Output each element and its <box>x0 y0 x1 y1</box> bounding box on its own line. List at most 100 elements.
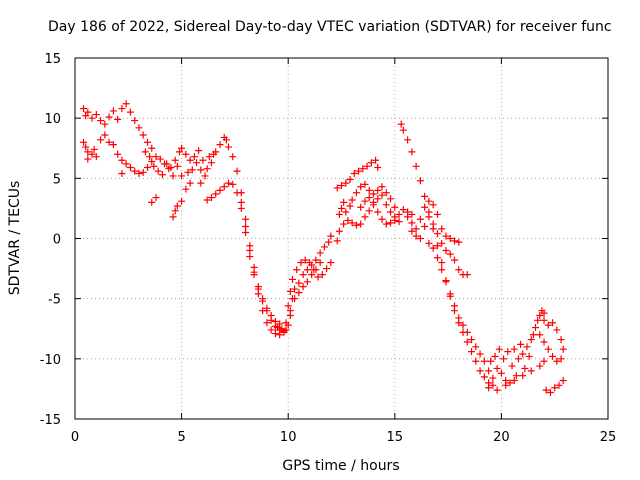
data-point <box>338 204 345 212</box>
x-tick-label: 20 <box>493 430 510 445</box>
data-point <box>84 155 92 163</box>
data-point <box>340 220 348 228</box>
data-point <box>387 195 395 203</box>
data-point <box>320 243 328 251</box>
data-point <box>205 153 213 161</box>
data-point <box>126 108 134 116</box>
data-point <box>468 336 476 344</box>
data-point <box>557 336 565 344</box>
data-point <box>502 381 510 389</box>
data-point <box>559 376 567 384</box>
data-point <box>105 113 113 121</box>
data-point <box>357 220 365 228</box>
data-point <box>225 179 233 187</box>
data-point <box>92 111 100 119</box>
data-point <box>101 120 109 128</box>
data-point <box>438 259 446 267</box>
data-point <box>416 177 424 185</box>
data-point <box>182 185 190 193</box>
data-point <box>348 196 356 204</box>
data-point <box>92 153 100 161</box>
data-point <box>288 275 296 283</box>
data-point <box>299 271 307 279</box>
data-point <box>148 144 156 152</box>
data-point <box>369 190 377 198</box>
data-point <box>299 283 307 291</box>
data-point <box>282 319 290 327</box>
data-point <box>549 352 557 360</box>
data-point <box>549 319 557 327</box>
y-tick-label: 5 <box>53 172 61 187</box>
data-point <box>555 381 563 389</box>
x-axis-ticks: 0 5 10 15 20 25 <box>71 58 616 445</box>
data-point <box>395 218 403 226</box>
data-point <box>476 367 484 375</box>
data-point <box>327 232 335 240</box>
data-point <box>105 138 113 146</box>
data-point <box>169 172 177 180</box>
data-point <box>433 242 441 250</box>
data-point <box>446 250 454 258</box>
data-point <box>480 357 488 365</box>
data-point <box>446 290 454 298</box>
data-point <box>222 136 230 144</box>
data-point <box>178 144 186 152</box>
data-point <box>517 340 525 348</box>
data-point <box>291 295 299 303</box>
data-point <box>308 271 316 279</box>
data-point <box>463 338 471 346</box>
data-point <box>148 157 156 165</box>
data-point <box>348 219 356 227</box>
data-point <box>284 302 292 310</box>
data-point <box>173 162 181 170</box>
data-point <box>421 192 429 200</box>
data-point <box>254 283 262 291</box>
data-point <box>493 386 501 394</box>
y-axis-ticks: -15 -10 -5 0 5 10 15 <box>40 52 608 428</box>
data-point <box>391 213 399 221</box>
data-point <box>429 201 437 209</box>
data-point <box>352 221 360 229</box>
data-point <box>519 350 527 358</box>
data-point <box>359 165 367 173</box>
data-point <box>346 176 354 184</box>
grid <box>75 58 608 419</box>
data-point <box>455 238 463 246</box>
data-point <box>459 321 467 329</box>
data-point <box>365 207 373 215</box>
data-point <box>485 384 493 392</box>
y-tick-label: -10 <box>40 353 61 368</box>
data-point <box>312 266 320 274</box>
data-point <box>306 259 314 267</box>
data-point <box>344 216 352 224</box>
data-point <box>109 107 117 115</box>
data-point <box>303 266 311 274</box>
data-point <box>455 314 463 322</box>
data-point <box>263 304 271 312</box>
data-point <box>318 271 326 279</box>
data-point <box>171 207 179 215</box>
data-point <box>408 210 416 218</box>
data-point <box>316 259 324 267</box>
data-point <box>171 156 179 164</box>
data-point <box>193 159 201 167</box>
data-point <box>276 320 284 328</box>
data-point <box>500 355 508 363</box>
data-points <box>80 100 567 397</box>
data-point <box>374 186 382 194</box>
data-point <box>210 150 218 158</box>
data-point <box>546 389 554 397</box>
data-point <box>118 170 126 178</box>
data-point <box>175 148 183 156</box>
data-point <box>510 376 518 384</box>
data-point <box>480 373 488 381</box>
data-point <box>412 225 420 233</box>
data-point <box>425 213 433 221</box>
data-point <box>242 222 250 230</box>
data-point <box>182 150 190 158</box>
data-point <box>84 108 92 116</box>
data-point <box>378 191 386 199</box>
data-point <box>408 148 416 156</box>
data-point <box>363 162 371 170</box>
